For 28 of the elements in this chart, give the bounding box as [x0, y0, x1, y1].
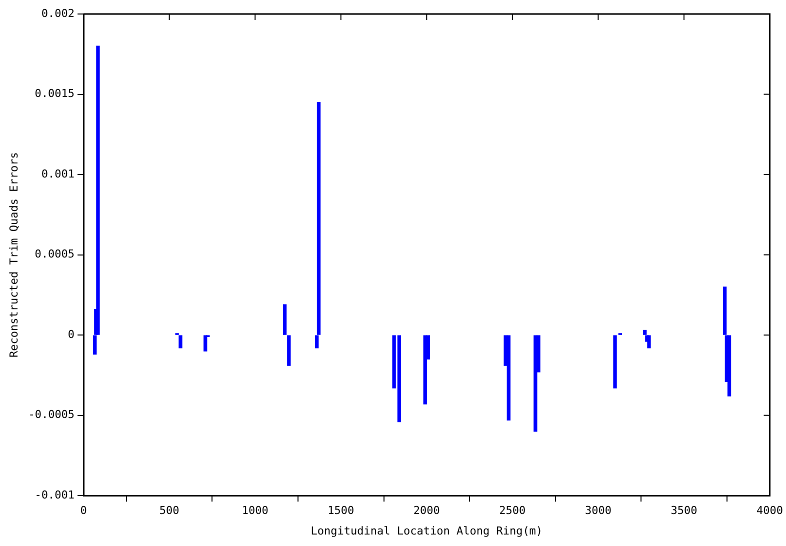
- bar: [204, 335, 208, 352]
- y-tick-label: 0: [68, 328, 75, 341]
- bar: [282, 304, 287, 335]
- x-tick-label: 500: [159, 504, 180, 518]
- bar: [423, 335, 427, 404]
- y-tick-label: 0.002: [41, 6, 75, 20]
- x-tick-label: 3000: [584, 504, 612, 518]
- y-tick-label: -0.0005: [28, 408, 75, 422]
- y-tick-label: -0.001: [34, 488, 75, 502]
- bar: [613, 335, 617, 388]
- y-tick-label: 0.0015: [34, 87, 75, 100]
- bar: [647, 335, 651, 348]
- y-tick-label: 0.001: [41, 167, 75, 180]
- bar: [506, 335, 510, 420]
- bar: [178, 335, 182, 348]
- x-axis-title: Longitudinal Location Along Ring(m): [310, 524, 543, 538]
- x-tick-label: 1000: [242, 504, 268, 518]
- x-tick-label: 1500: [328, 504, 354, 518]
- y-tick-label: 0.0005: [34, 248, 75, 261]
- x-tick-label: 3500: [670, 504, 698, 518]
- x-tick-label: 4000: [756, 504, 784, 518]
- x-tick-label: 0: [80, 504, 87, 518]
- bar: [287, 335, 291, 366]
- x-tick-label: 2000: [413, 504, 440, 518]
- bar: [534, 335, 538, 432]
- y-axis-title: Reconstructed Trim Quads Errors: [7, 152, 20, 358]
- bar: [727, 335, 732, 396]
- x-tick-label: 2500: [499, 504, 526, 518]
